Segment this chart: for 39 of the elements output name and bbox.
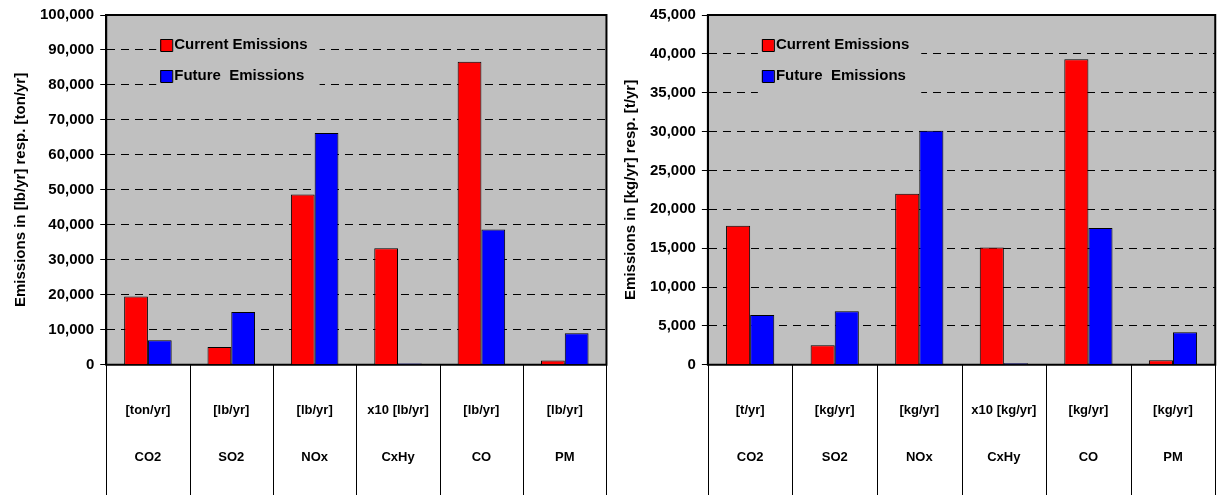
legend-label: Current Emissions — [174, 35, 308, 53]
y-tick-label: 45,000 — [649, 5, 696, 23]
category-label: x10 [kg/yr] CxHy — [971, 402, 1037, 464]
y-tick-label: 90,000 — [48, 40, 95, 58]
category-label: [kg/yr] PM — [1153, 402, 1193, 464]
y-tick-label: 0 — [687, 354, 696, 372]
category-label: [lb/yr] CO — [463, 402, 500, 464]
category-label: x10 [lb/yr] CxHy — [367, 402, 429, 464]
category-label: [ton/yr] CO2 — [125, 402, 171, 464]
y-tick-label: 5,000 — [658, 316, 696, 334]
category-label: [lb/yr] NOx — [296, 402, 333, 464]
legend-label: Future Emissions — [775, 66, 906, 84]
y-tick-label: 10,000 — [649, 277, 696, 295]
legend-label: Future Emissions — [174, 66, 305, 84]
category-label: [kg/yr] SO2 — [814, 402, 855, 464]
legend-label: Current Emissions — [775, 35, 910, 53]
category-label: [lb/yr] SO2 — [213, 402, 250, 464]
category-label: [t/yr] CO2 — [735, 402, 765, 464]
y-tick-label: 100,000 — [39, 5, 95, 23]
y-tick-label: 70,000 — [48, 110, 95, 128]
y-tick-label: 60,000 — [48, 145, 95, 163]
y-tick-label: 80,000 — [48, 75, 95, 93]
y-tick-label: 40,000 — [48, 215, 95, 233]
y-tick-label: 25,000 — [649, 160, 696, 178]
y-tick-label: 15,000 — [649, 238, 696, 256]
y-tick-label: 35,000 — [649, 82, 696, 100]
y-tick-label: 0 — [85, 354, 95, 372]
y-tick-label: 10,000 — [48, 319, 95, 337]
y-tick-label: 40,000 — [649, 44, 696, 62]
y-axis-title: Emissions in [kg/yr] resp. [t/yr] — [621, 79, 639, 300]
y-tick-label: 30,000 — [48, 250, 95, 267]
y-tick-label: 20,000 — [649, 199, 696, 217]
y-tick-label: 30,000 — [649, 121, 696, 139]
y-axis-title: Emissions in [lb/yr] resp. [ton/yr] — [11, 72, 29, 308]
category-label: [kg/yr] CO — [1068, 402, 1109, 464]
y-tick-label: 20,000 — [48, 284, 95, 302]
category-label: [lb/yr] PM — [546, 402, 583, 464]
y-tick-label: 50,000 — [48, 180, 95, 198]
category-label: [kg/yr] NOx — [899, 402, 940, 464]
